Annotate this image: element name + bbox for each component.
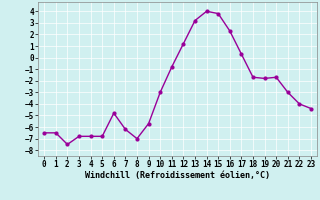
X-axis label: Windchill (Refroidissement éolien,°C): Windchill (Refroidissement éolien,°C) [85,171,270,180]
